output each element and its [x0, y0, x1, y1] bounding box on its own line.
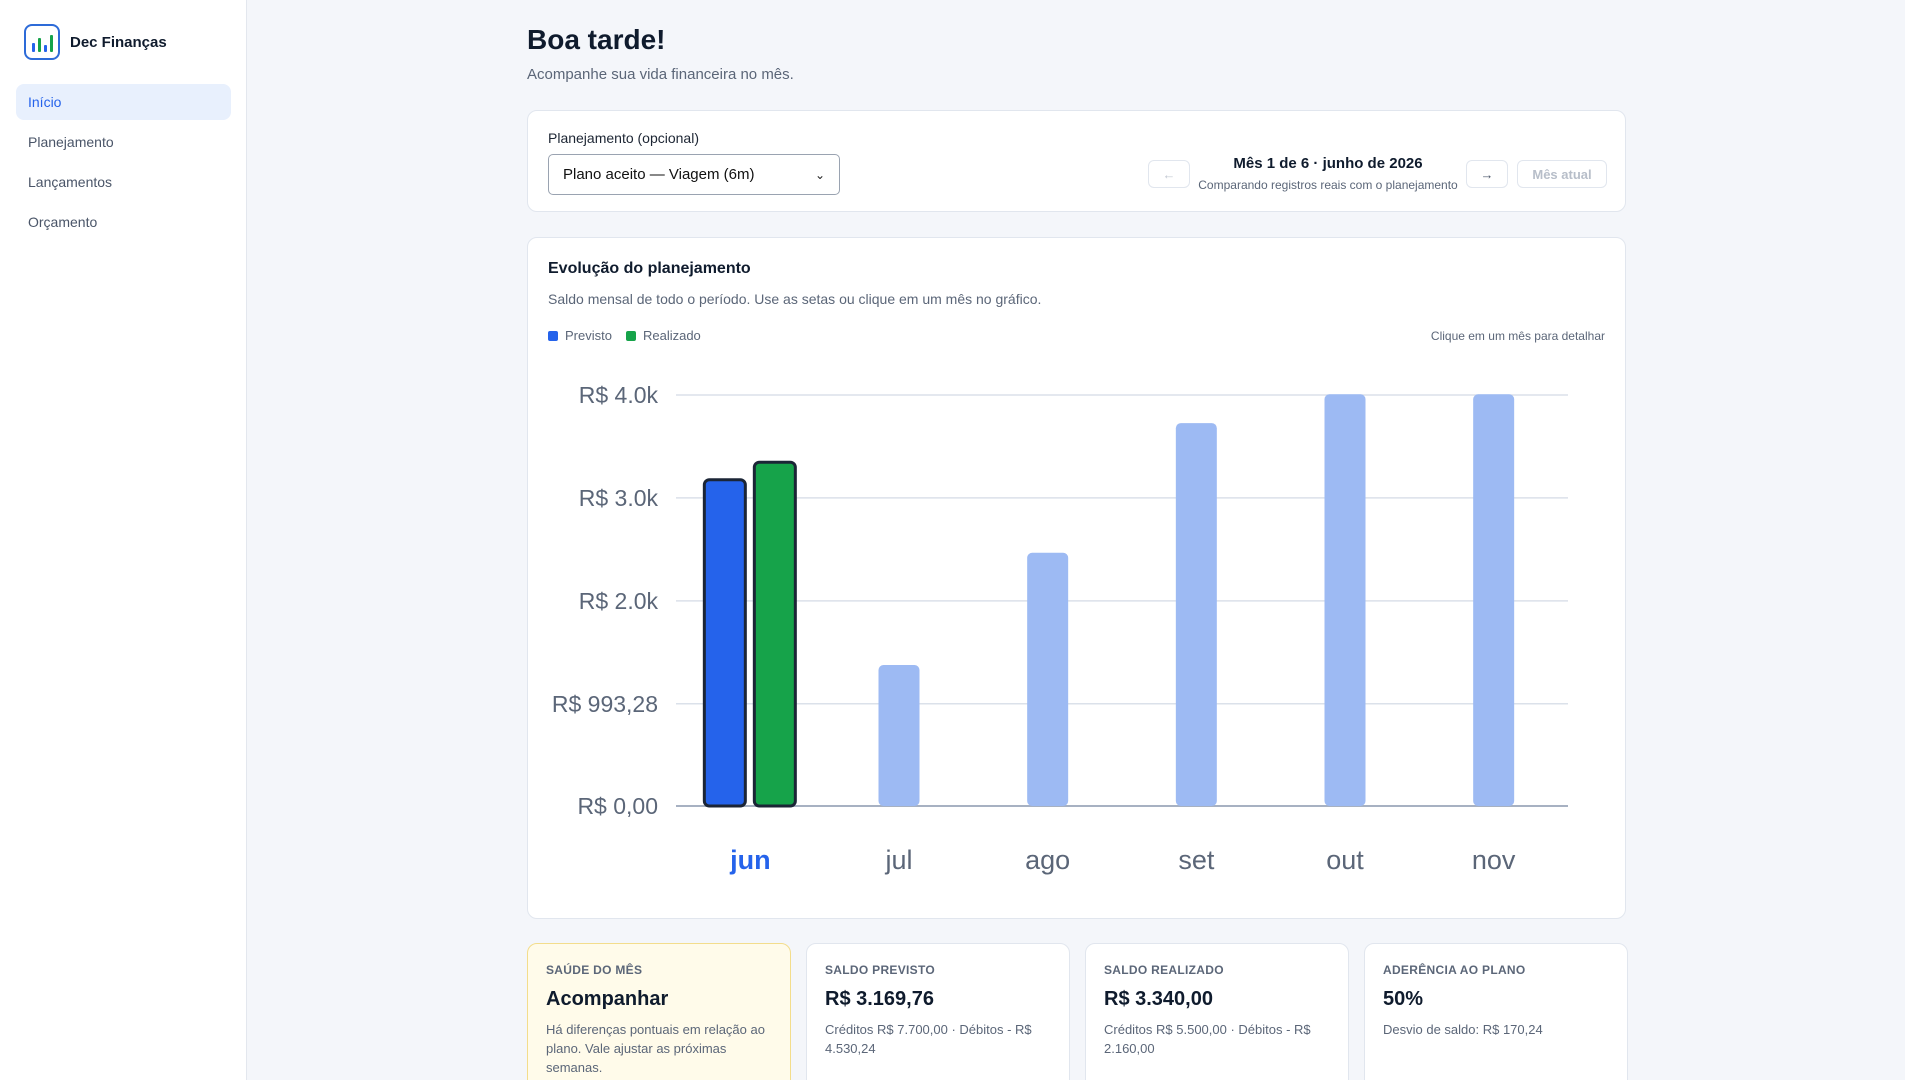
- stat-value: 50%: [1383, 988, 1424, 1010]
- chart-month-group[interactable]: ago: [1025, 552, 1070, 875]
- bar-previsto[interactable]: [1473, 394, 1515, 806]
- x-tick-label[interactable]: ago: [1025, 845, 1070, 875]
- legend-swatch-realizado: [625, 330, 636, 341]
- page-subtitle: Acompanhe sua vida financeira no mês.: [527, 66, 794, 83]
- planning-select[interactable]: Plano aceito — Viagem (6m) ⌄: [548, 154, 840, 195]
- sidebar-item-label: Início: [28, 94, 62, 110]
- x-tick-label[interactable]: nov: [1472, 845, 1516, 875]
- bar-previsto[interactable]: [1324, 394, 1366, 806]
- month-subtitle: Comparando registros reais com o planeja…: [1198, 178, 1458, 192]
- y-tick-label: R$ 4.0k: [579, 382, 659, 408]
- sidebar-item-orcamento[interactable]: Orçamento: [16, 204, 231, 240]
- bar-previsto[interactable]: [702, 478, 747, 808]
- chart-legend: Previsto Realizado: [548, 328, 701, 343]
- x-tick-label[interactable]: jul: [884, 845, 912, 875]
- sidebar-item-label: Planejamento: [28, 134, 114, 150]
- x-tick-label[interactable]: jun: [729, 845, 771, 875]
- legend-label: Previsto: [565, 328, 612, 343]
- chart-month-group[interactable]: set: [1175, 423, 1217, 875]
- stat-description: Há diferenças pontuais em relação ao pla…: [546, 1022, 765, 1075]
- chart-description: Saldo mensal de todo o período. Use as s…: [548, 291, 1042, 307]
- balance-bar-chart[interactable]: R$ 0,00 R$ 993,28 R$ 2.0k R$ 3.0k R$ 4.0k jun…: [528, 238, 1627, 920]
- chart-hint: Clique em um mês para detalhar: [1430, 329, 1605, 343]
- stat-label: SAÚDE DO MÊS: [546, 963, 643, 977]
- legend-item-realizado: Realizado: [625, 328, 701, 343]
- x-tick-label[interactable]: out: [1326, 845, 1364, 875]
- sidebar-item-inicio[interactable]: Início: [16, 84, 231, 120]
- stat-label: SALDO REALIZADO: [1104, 963, 1224, 977]
- legend-label: Realizado: [642, 328, 701, 343]
- stat-description: Créditos R$ 5.500,00 · Débitos - R$ 2.16…: [1104, 1022, 1311, 1056]
- y-tick-label: R$ 0,00: [577, 793, 658, 819]
- current-month-button[interactable]: Mês atual: [1517, 160, 1607, 188]
- stat-card-planned-balance: SALDO PREVISTO R$ 3.169,76 Créditos R$ 7…: [806, 943, 1070, 1080]
- sidebar-item-label: Lançamentos: [28, 174, 113, 190]
- planning-label: Planejamento (opcional): [548, 130, 699, 146]
- planning-select-value: Plano aceito — Viagem (6m): [563, 166, 755, 183]
- prev-month-button[interactable]: ←: [1148, 160, 1190, 188]
- bar-chart-logo-icon: [24, 24, 60, 60]
- bar-previsto[interactable]: [878, 664, 920, 806]
- y-tick-label: R$ 2.0k: [579, 588, 659, 614]
- month-indicator: Mês 1 de 6 · junho de 2026 Comparando re…: [1190, 155, 1466, 192]
- month-title: Mês 1 de 6 · junho de 2026: [1233, 155, 1423, 172]
- y-tick-label: R$ 993,28: [552, 691, 658, 717]
- stat-card-plan-adherence: ADERÊNCIA AO PLANO 50% Desvio de saldo: …: [1364, 943, 1628, 1080]
- stat-card-health: SAÚDE DO MÊS Acompanhar Há diferenças po…: [527, 943, 791, 1080]
- legend-swatch-previsto: [548, 330, 558, 341]
- stat-description: Desvio de saldo: R$ 170,24: [1383, 1022, 1543, 1037]
- stat-label: SALDO PREVISTO: [825, 963, 935, 977]
- sidebar: Dec Finanças Início Planejamento Lançame…: [0, 0, 247, 1080]
- x-tick-label[interactable]: set: [1178, 845, 1215, 875]
- brand[interactable]: Dec Finanças: [24, 24, 167, 60]
- stat-label: ADERÊNCIA AO PLANO: [1383, 963, 1526, 977]
- planning-card: Planejamento (opcional) Plano aceito — V…: [527, 110, 1626, 212]
- stat-value: R$ 3.340,00: [1104, 988, 1213, 1010]
- stat-description: Créditos R$ 7.700,00 · Débitos - R$ 4.53…: [825, 1022, 1032, 1056]
- page-title: Boa tarde!: [527, 24, 666, 55]
- stat-value: Acompanhar: [546, 988, 669, 1010]
- stat-value: R$ 3.169,76: [825, 988, 934, 1010]
- chevron-down-icon: ⌄: [814, 167, 825, 182]
- chart-title: Evolução do planejamento: [548, 260, 751, 277]
- bar-realizado[interactable]: [752, 460, 797, 808]
- chart-month-group[interactable]: nov: [1472, 394, 1516, 875]
- sidebar-item-label: Orçamento: [28, 214, 98, 230]
- chart-month-group[interactable]: out: [1324, 394, 1366, 875]
- next-month-button[interactable]: →: [1466, 160, 1508, 188]
- sidebar-nav: Início Planejamento Lançamentos Orçament…: [16, 84, 231, 244]
- chart-month-group[interactable]: jun: [702, 460, 797, 875]
- planning-chart-card: Evolução do planejamento Saldo mensal de…: [527, 237, 1626, 919]
- y-tick-label: R$ 3.0k: [579, 485, 659, 511]
- legend-item-previsto: Previsto: [548, 328, 612, 343]
- bar-previsto[interactable]: [1175, 423, 1217, 806]
- brand-name: Dec Finanças: [70, 33, 167, 51]
- chart-month-group[interactable]: jul: [878, 664, 920, 875]
- stat-card-actual-balance: SALDO REALIZADO R$ 3.340,00 Créditos R$ …: [1085, 943, 1349, 1080]
- sidebar-item-lancamentos[interactable]: Lançamentos: [16, 164, 231, 200]
- sidebar-item-planejamento[interactable]: Planejamento: [16, 124, 231, 160]
- bar-previsto[interactable]: [1027, 552, 1069, 806]
